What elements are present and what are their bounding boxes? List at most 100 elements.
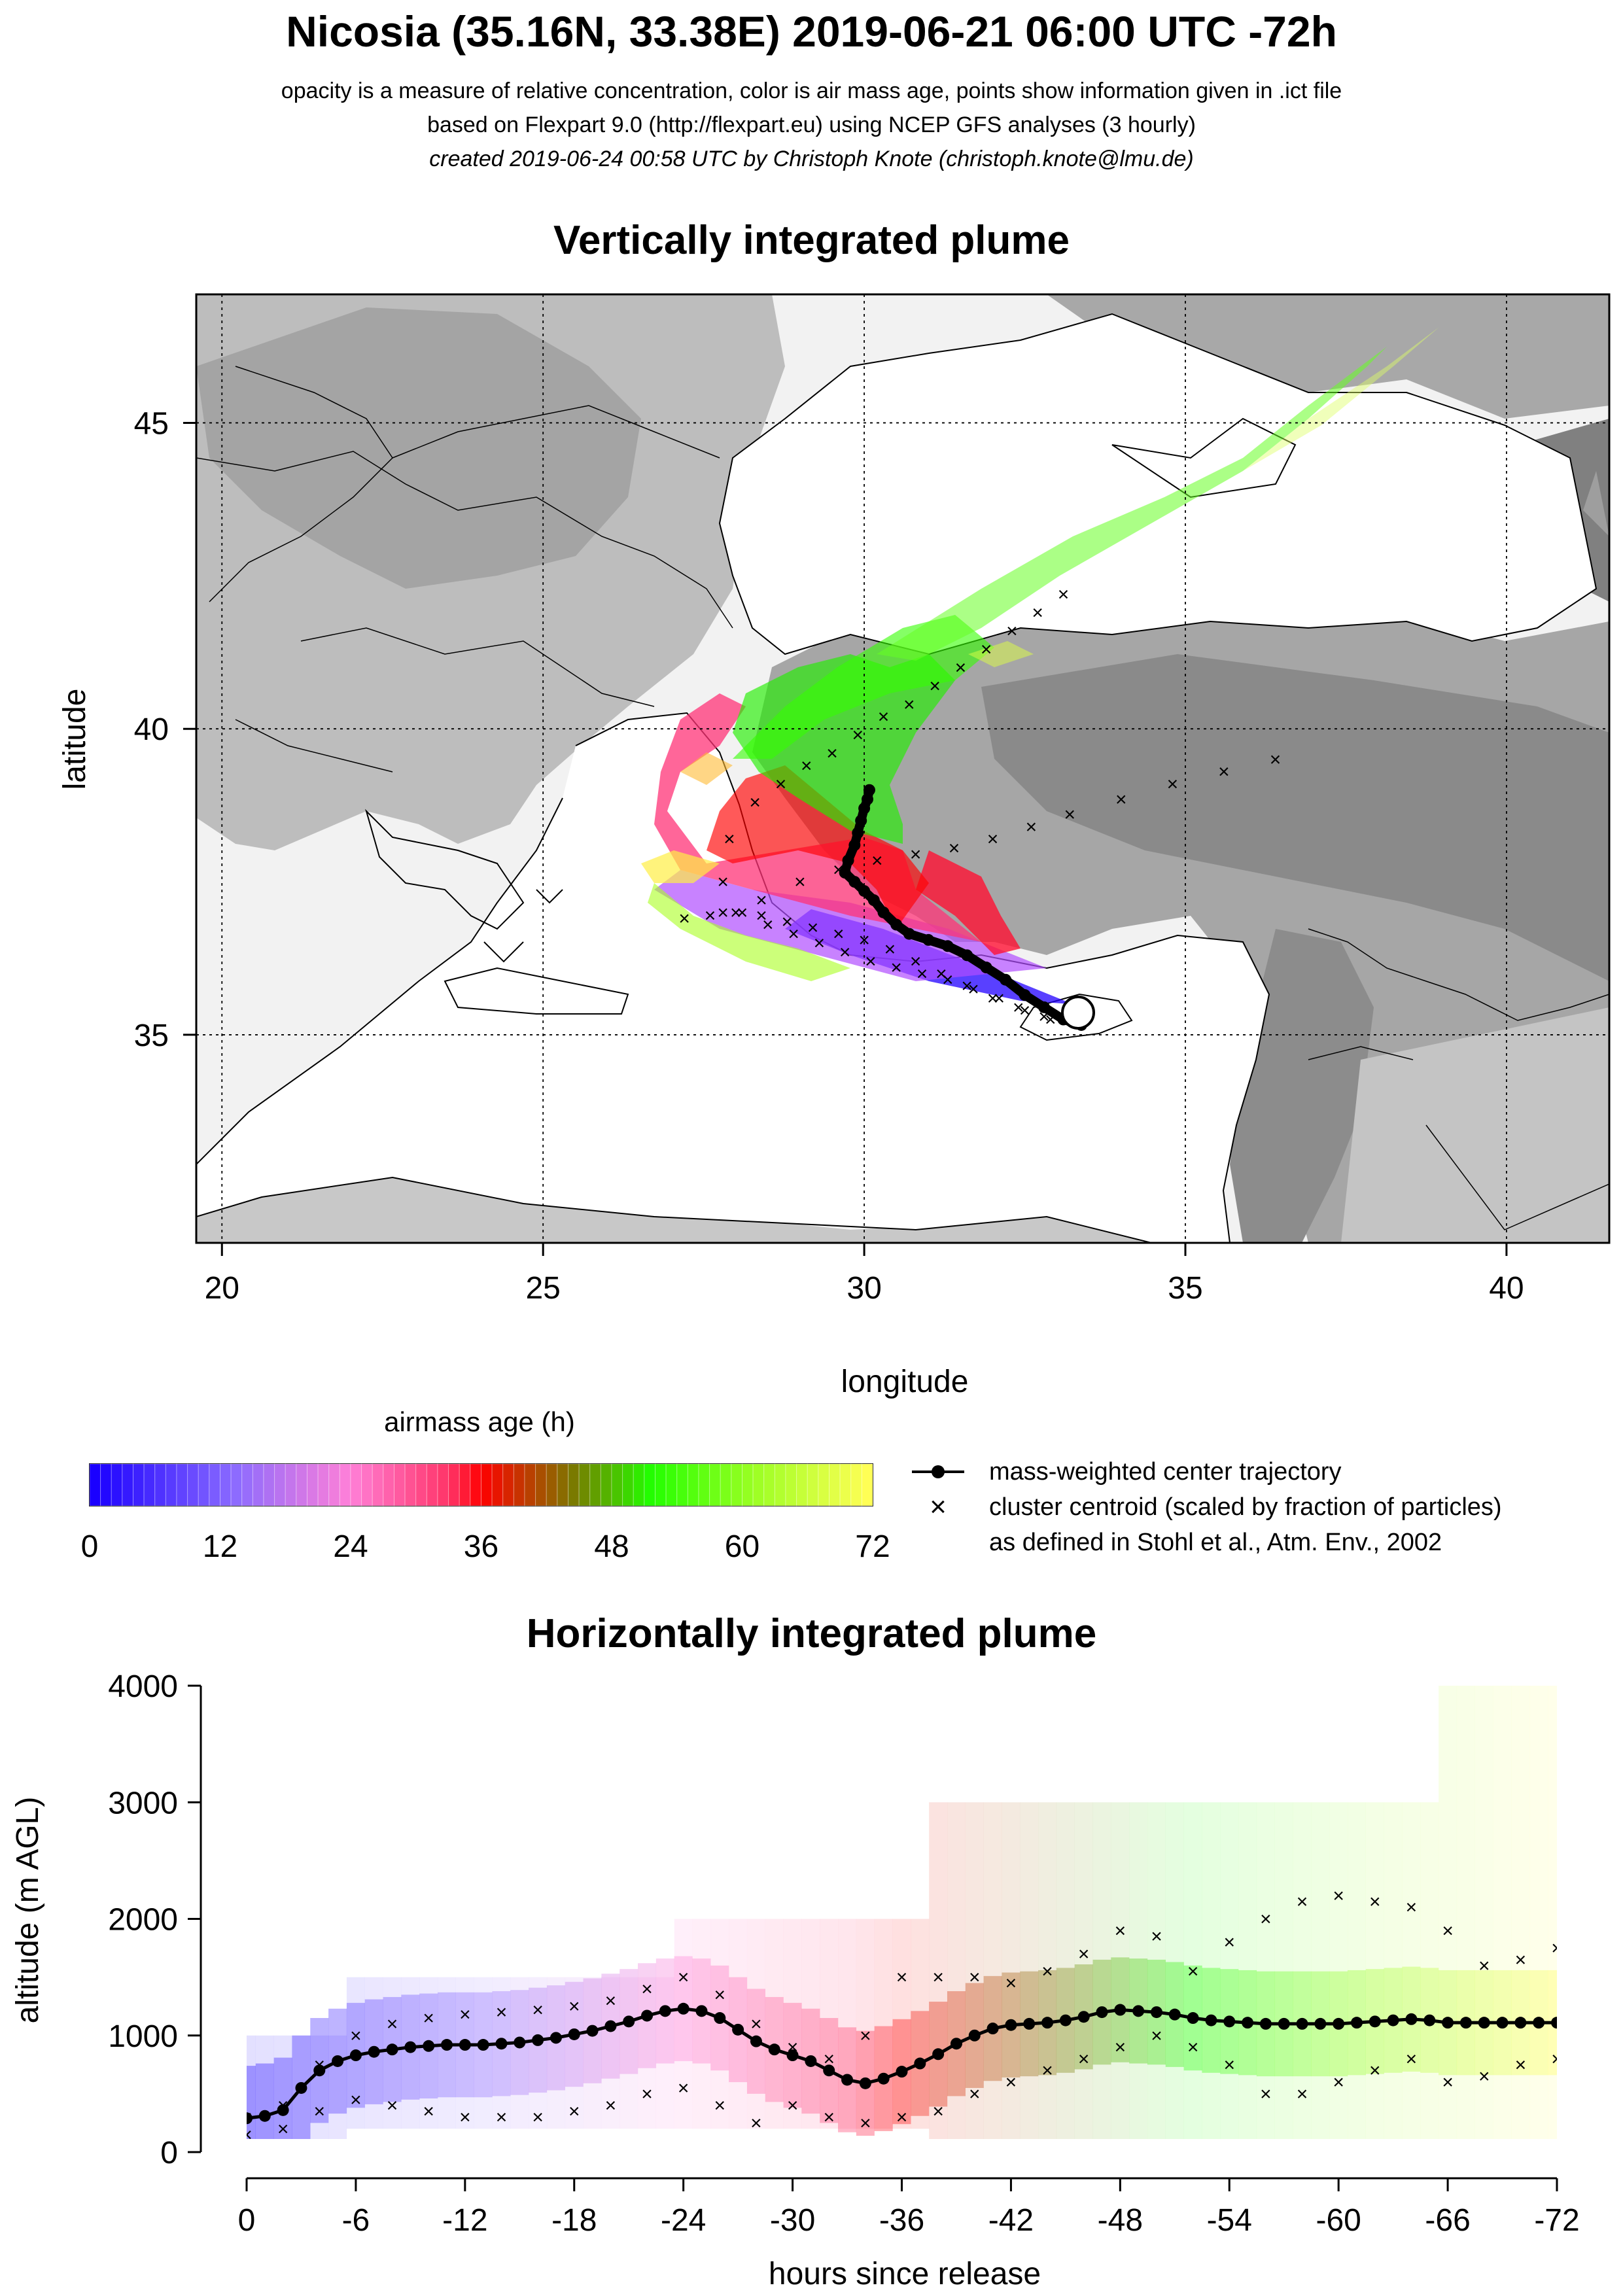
altitude-cluster-centroid: × <box>1041 1961 1053 1983</box>
colorbar-band <box>709 1463 721 1506</box>
colorbar: airmass age (h) 0 12 24 36 48 60 72 <box>81 1406 890 1564</box>
colorbar-band <box>557 1463 568 1506</box>
altitude-cluster-centroid: × <box>459 2107 471 2129</box>
altitude-cluster-centroid: × <box>496 2107 508 2129</box>
altitude-cluster-centroid: × <box>277 2118 289 2140</box>
altitude-x-tick-label: -66 <box>1425 2203 1470 2238</box>
altitude-center-trajectory-point <box>768 2044 780 2056</box>
altitude-center-trajectory-point <box>1533 2017 1545 2029</box>
map-center-trajectory-point <box>842 854 854 867</box>
altitude-shade-column <box>1038 1802 1057 2139</box>
altitude-cluster-centroid: × <box>314 2101 326 2123</box>
altitude-cluster-centroid: × <box>1297 2083 1308 2105</box>
altitude-cluster-centroid: × <box>1551 1938 1563 1959</box>
altitude-cluster-centroid: × <box>1187 1961 1199 1983</box>
map-cluster-centroid: × <box>1006 621 1018 642</box>
colorbar-band <box>665 1463 678 1506</box>
plume-age-60-72 <box>877 347 1387 661</box>
altitude-cluster-centroid: × <box>787 2037 799 2059</box>
altitude-center-trajectory-point <box>1259 2017 1272 2030</box>
altitude-center-trajectory-point <box>441 2039 453 2051</box>
map-center-trajectory-point <box>862 793 873 805</box>
map-cluster-centroid: × <box>1032 602 1043 623</box>
colorbar-band <box>394 1463 406 1506</box>
altitude-cluster-centroid: × <box>387 2013 398 2035</box>
altitude-shade-column <box>1402 1802 1421 2139</box>
altitude-cluster-centroid: × <box>605 2095 617 2117</box>
altitude-cluster-centroid: × <box>1333 2072 1344 2093</box>
map-cluster-centroid: × <box>1064 804 1076 826</box>
map-cluster-centroid: × <box>1218 761 1230 783</box>
altitude-shade-column <box>983 1802 1002 2139</box>
altitude-cluster-centroid: × <box>350 2025 362 2047</box>
map-cluster-centroid: × <box>814 933 826 954</box>
map-center-trajectory-point <box>980 962 992 974</box>
map-cluster-centroid: × <box>987 829 999 850</box>
altitude-center-trajectory-point <box>1077 2011 1090 2023</box>
altitude-shade-column <box>565 1977 584 2129</box>
altitude-cluster-centroid: × <box>1442 1920 1454 1941</box>
altitude-cluster-centroid: × <box>241 2107 253 2129</box>
altitude-shade-column <box>1511 1686 1530 2139</box>
altitude-x-label: hours since release <box>769 2257 1041 2291</box>
map-center-trajectory-point <box>877 906 890 918</box>
map-cluster-centroid: × <box>794 871 806 893</box>
altitude-shade-column <box>1384 1802 1403 2139</box>
colorbar-band <box>861 1463 873 1506</box>
map-cluster-centroid: × <box>788 924 799 945</box>
map-cluster-centroid: × <box>1026 816 1038 838</box>
altitude-shade-column <box>874 1919 893 2129</box>
altitude-shade-column <box>1183 1802 1202 2139</box>
map-x-tick-label: 40 <box>1489 1271 1524 1306</box>
altitude-cluster-centroid: × <box>1369 1891 1381 1913</box>
altitude-center-trajectory-point <box>877 2072 890 2085</box>
altitude-cluster-centroid: × <box>1333 1885 1344 1907</box>
map-cluster-centroid: × <box>910 844 922 865</box>
altitude-cluster-centroid: × <box>714 1984 726 2006</box>
figure-title: Nicosia (35.16N, 33.38E) 2019-06-21 06:0… <box>286 7 1337 56</box>
map-cluster-centroid: × <box>1167 773 1179 795</box>
terrain-anatolia-high <box>981 654 1609 981</box>
altitude-center-trajectory-point <box>1096 2006 1108 2019</box>
colorbar-band <box>676 1463 688 1506</box>
altitude-center-trajectory-point <box>1442 2017 1454 2029</box>
altitude-cluster-centroid: × <box>1478 1955 1490 1977</box>
colorbar-band <box>524 1463 536 1506</box>
colorbar-band <box>774 1463 786 1506</box>
colorbar-band <box>187 1463 199 1506</box>
colorbar-band <box>481 1463 493 1506</box>
map-cluster-centroid: × <box>717 902 729 924</box>
map-cluster-centroid: × <box>833 859 845 880</box>
altitude-cluster-centroid: × <box>423 2008 434 2029</box>
colorbar-band <box>209 1463 220 1506</box>
altitude-cluster-centroid: × <box>787 2095 799 2117</box>
altitude-center-trajectory-point <box>950 2038 962 2050</box>
altitude-shade-column <box>1493 1686 1512 2139</box>
map-cluster-centroid: × <box>1038 1006 1050 1028</box>
map-cluster-centroid: × <box>1270 749 1282 771</box>
altitude-shade-column <box>655 1977 674 2129</box>
map-cluster-centroid: × <box>865 951 877 973</box>
altitude-y-tick-label: 3000 <box>108 1786 178 1820</box>
release-site-marker <box>1061 996 1095 1030</box>
colorbar-band <box>829 1463 841 1506</box>
altitude-x-tick-label: -24 <box>661 2203 706 2238</box>
altitude-cluster-centroid: × <box>277 2095 289 2117</box>
altitude-center-trajectory-point <box>332 2055 344 2067</box>
map-cluster-centroid: × <box>852 725 864 746</box>
altitude-center-trajectory-point <box>295 2081 307 2094</box>
colorbar-band <box>785 1463 797 1506</box>
altitude-center-trajectory-point <box>349 2049 362 2062</box>
altitude-cluster-centroid: × <box>459 2004 471 2026</box>
altitude-center-trajectory-point <box>714 2012 726 2025</box>
altitude-cluster-centroid: × <box>387 2095 398 2117</box>
colorbar-band <box>502 1463 514 1506</box>
altitude-cluster-centroid: × <box>1260 1909 1272 1930</box>
altitude-center-trajectory-point <box>1423 2014 1436 2026</box>
map-cluster-centroid: × <box>1115 789 1127 810</box>
sea-mediterranean <box>196 713 1269 1243</box>
altitude-shade-column <box>1475 1686 1493 2139</box>
altitude-shade-column <box>1056 1802 1075 2139</box>
altitude-center-trajectory-point <box>1296 2017 1308 2030</box>
map-center-trajectory-point <box>858 802 871 814</box>
